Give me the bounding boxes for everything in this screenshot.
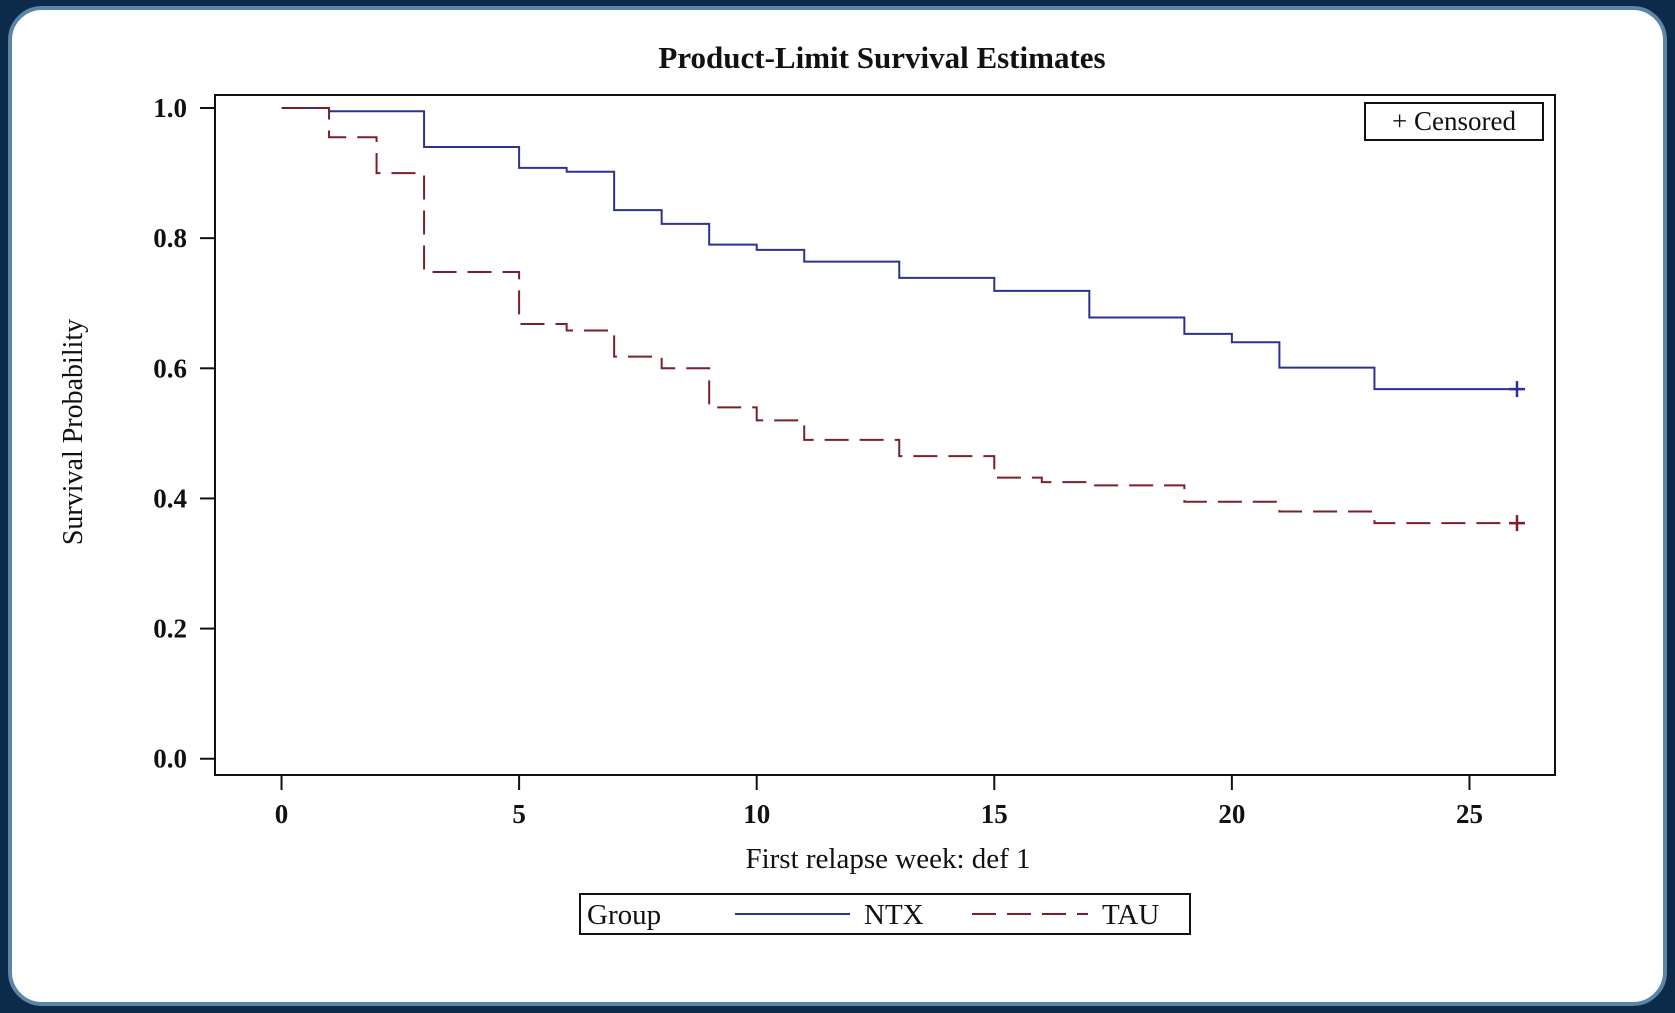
chart-frame: Product-Limit Survival Estimates 0.0 0.2 0… [8, 6, 1667, 1006]
plot-area-border [214, 94, 1556, 776]
y-tick-label: 0.2 [153, 614, 187, 644]
series-line-tau [281, 107, 1517, 525]
legend-label-tau: TAU [1102, 899, 1159, 931]
x-axis: 0 5 10 15 20 25 [275, 775, 1483, 829]
x-tick-label: 15 [981, 799, 1008, 829]
x-tick-label: 25 [1456, 799, 1483, 829]
x-tick-label: 0 [275, 799, 289, 829]
group-legend: Group NTX TAU [579, 893, 1191, 935]
censored-legend: + Censored [1364, 102, 1544, 141]
censored-legend-label: + Censored [1392, 106, 1516, 136]
y-axis-label: Survival Probability [58, 319, 89, 545]
censored-legend-box [1364, 102, 1544, 141]
x-tick-label: 10 [743, 799, 770, 829]
y-tick-label: 0.8 [153, 223, 187, 253]
survival-chart: Product-Limit Survival Estimates 0.00.20… [58, 40, 1556, 935]
legend-label-ntx: NTX [864, 899, 924, 931]
chart-title: Product-Limit Survival Estimates [658, 40, 1105, 75]
y-tick-label: 1.0 [153, 93, 187, 123]
y-axis: 0.0 0.2 0.4 0.6 0.8 1.0 [153, 93, 215, 774]
censor-mark-tau [1508, 515, 1525, 532]
series-line-ntx [281, 107, 1517, 391]
censor-mark-ntx [1508, 381, 1525, 398]
group-legend-box [579, 893, 1191, 935]
y-tick-label: 0.0 [153, 744, 187, 774]
series-layer [281, 107, 1525, 532]
x-tick-label: 5 [512, 799, 526, 829]
group-legend-title: Group [587, 899, 661, 931]
y-tick-label: 0.6 [153, 353, 187, 383]
x-tick-label: 20 [1218, 799, 1245, 829]
y-tick-label: 0.4 [153, 483, 187, 513]
x-axis-label: First relapse week: def 1 [745, 843, 1030, 875]
